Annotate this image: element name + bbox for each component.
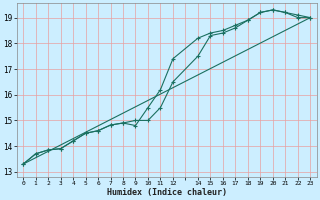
X-axis label: Humidex (Indice chaleur): Humidex (Indice chaleur) — [107, 188, 227, 197]
